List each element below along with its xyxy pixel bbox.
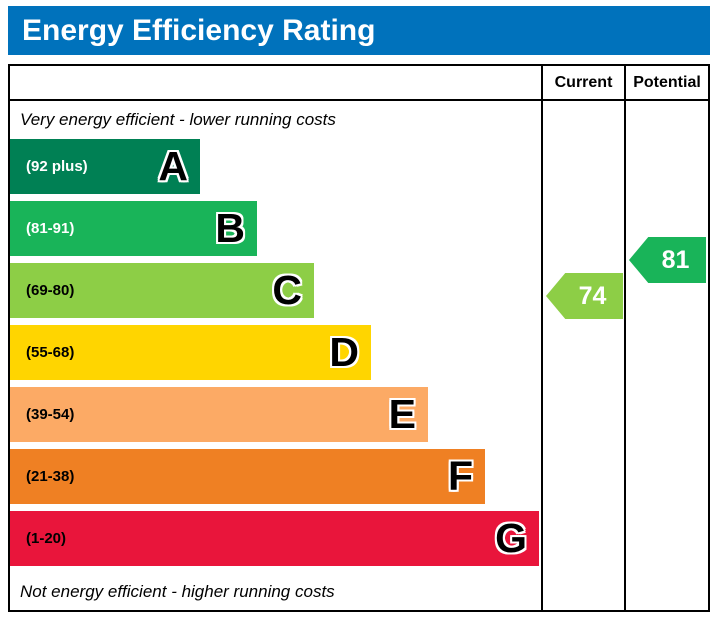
band-row-d: (55-68) D [10,325,541,387]
current-rating-arrow: 74 [546,273,623,319]
page-title: Energy Efficiency Rating [22,13,376,47]
band-e-letter: E [388,391,416,437]
current-rating-value: 74 [578,281,607,310]
band-f-bar: (21-38) F [10,449,485,504]
band-a-letter: A [158,143,188,189]
band-f-range-label: (21-38) [26,468,75,485]
band-row-f: (21-38) F [10,449,541,511]
potential-column: 81 [624,101,708,610]
bands-column: Very energy efficient - lower running co… [10,101,541,610]
band-g-bar: (1-20) G [10,511,539,566]
band-e-range-label: (39-54) [26,406,75,423]
band-g-range-label: (1-20) [26,530,67,547]
potential-rating-value: 81 [661,245,690,274]
band-c-range-label: (69-80) [26,282,75,299]
band-c-letter: C [272,267,302,313]
band-g-letter: G [495,515,527,561]
band-a-range-label: (92 plus) [26,158,88,175]
band-row-a: (92 plus) A [10,139,541,201]
band-e-bar: (39-54) E [10,387,428,442]
header-current: Current [541,66,624,101]
energy-efficiency-chart: Current Potential Very energy efficient … [8,64,710,612]
band-d-bar: (55-68) D [10,325,371,380]
top-note: Very energy efficient - lower running co… [20,109,336,129]
title-bar: Energy Efficiency Rating [8,6,710,55]
band-row-b: (81-91) B [10,201,541,263]
potential-rating-arrow: 81 [629,237,706,283]
band-d-letter: D [329,329,359,375]
header-spacer [10,66,541,101]
current-column: 74 [541,101,624,610]
band-b-bar: (81-91) B [10,201,257,256]
bottom-note: Not energy efficient - higher running co… [20,581,335,601]
bands-list: (92 plus) A (81-91) B (69-80) C (55-68) [10,138,541,573]
header-potential: Potential [624,66,708,101]
band-f-letter: F [447,453,473,499]
band-d-range-label: (55-68) [26,344,75,361]
band-row-g: (1-20) G [10,511,541,573]
band-row-c: (69-80) C [10,263,541,325]
band-row-e: (39-54) E [10,387,541,449]
band-b-range-label: (81-91) [26,220,75,237]
band-b-letter: B [215,205,245,251]
band-c-bar: (69-80) C [10,263,314,318]
band-a-bar: (92 plus) A [10,139,200,194]
